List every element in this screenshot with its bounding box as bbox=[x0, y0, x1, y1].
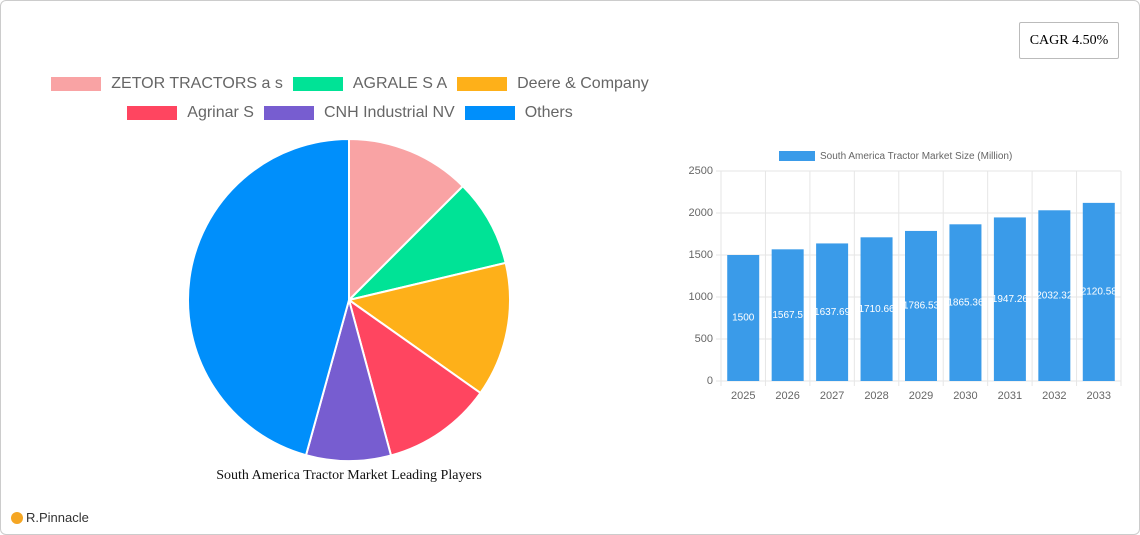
bar-value-label: 1786.53 bbox=[903, 301, 940, 312]
y-tick-label: 2000 bbox=[689, 207, 713, 219]
legend-label: Agrinar S bbox=[187, 103, 254, 121]
pie-slice bbox=[187, 137, 350, 457]
legend-label: CNH Industrial NV bbox=[323, 103, 455, 121]
bar-value-label: 1637.69 bbox=[814, 307, 851, 318]
x-tick-label: 2028 bbox=[864, 390, 888, 402]
bar bbox=[816, 243, 849, 381]
brand-text: R.Pinnacle bbox=[26, 510, 89, 525]
bar bbox=[727, 255, 760, 381]
y-tick-label: 1000 bbox=[689, 291, 713, 303]
bar bbox=[860, 237, 893, 381]
legend-swatch bbox=[263, 105, 314, 120]
bar-value-label: 1567.5 bbox=[772, 310, 803, 321]
legend-item: Others bbox=[464, 103, 573, 122]
bar bbox=[1038, 210, 1071, 381]
legend-item: ZETOR TRACTORS a s bbox=[51, 74, 283, 93]
pie-legend: ZETOR TRACTORS a s AGRALE S A Deere & Comp… bbox=[30, 74, 670, 122]
legend-swatch bbox=[292, 76, 343, 91]
legend-label: ZETOR TRACTORS a s bbox=[111, 74, 283, 92]
legend-label: Deere & Company bbox=[517, 74, 649, 92]
y-tick-label: 1500 bbox=[689, 249, 713, 261]
bar-value-label: 1947.26 bbox=[992, 294, 1029, 305]
legend-swatch bbox=[51, 76, 102, 91]
y-tick-label: 2500 bbox=[689, 165, 713, 177]
bar bbox=[1082, 202, 1115, 381]
y-tick-label: 0 bbox=[707, 375, 713, 387]
x-tick-label: 2025 bbox=[731, 390, 755, 402]
pie-slice bbox=[348, 137, 465, 303]
brand: R.Pinnacle bbox=[11, 510, 89, 525]
brand-icon bbox=[11, 511, 23, 524]
pie-slice bbox=[304, 296, 393, 462]
legend-swatch bbox=[127, 105, 178, 120]
cagr-badge: CAGR 4.50% bbox=[1019, 22, 1119, 59]
legend-label: AGRALE S A bbox=[352, 74, 448, 92]
x-tick-label: 2031 bbox=[998, 390, 1022, 402]
bar-value-label: 1500 bbox=[732, 313, 755, 324]
legend-item: CNH Industrial NV bbox=[263, 103, 455, 122]
legend-label: South America Tractor Market Size (Milli… bbox=[820, 151, 1012, 162]
legend-swatch bbox=[779, 151, 815, 161]
pie-slice bbox=[346, 261, 511, 395]
bar bbox=[993, 217, 1026, 381]
legend-item: Deere & Company bbox=[457, 74, 649, 93]
legend-label: Others bbox=[524, 103, 573, 121]
bar-value-label: 1865.36 bbox=[947, 297, 984, 308]
bar bbox=[949, 224, 982, 381]
y-tick-label: 500 bbox=[695, 333, 713, 345]
pie-title: South America Tractor Market Leading Pla… bbox=[216, 468, 482, 483]
legend-item: Agrinar S bbox=[127, 103, 254, 122]
pie-slice bbox=[347, 297, 482, 457]
x-tick-label: 2026 bbox=[775, 390, 799, 402]
bar-value-label: 1710.66 bbox=[858, 304, 895, 315]
x-tick-label: 2033 bbox=[1087, 390, 1111, 402]
x-tick-label: 2032 bbox=[1042, 390, 1066, 402]
legend-swatch bbox=[464, 105, 515, 120]
bar bbox=[771, 249, 804, 381]
legend-swatch bbox=[457, 76, 508, 91]
bar bbox=[905, 230, 937, 381]
x-tick-label: 2029 bbox=[909, 390, 933, 402]
x-tick-label: 2030 bbox=[953, 390, 977, 402]
legend-item: AGRALE S A bbox=[292, 74, 448, 93]
bar-value-label: 2120.58 bbox=[1081, 287, 1118, 298]
x-tick-label: 2027 bbox=[820, 390, 844, 402]
bar-value-label: 2032.32 bbox=[1036, 290, 1073, 301]
